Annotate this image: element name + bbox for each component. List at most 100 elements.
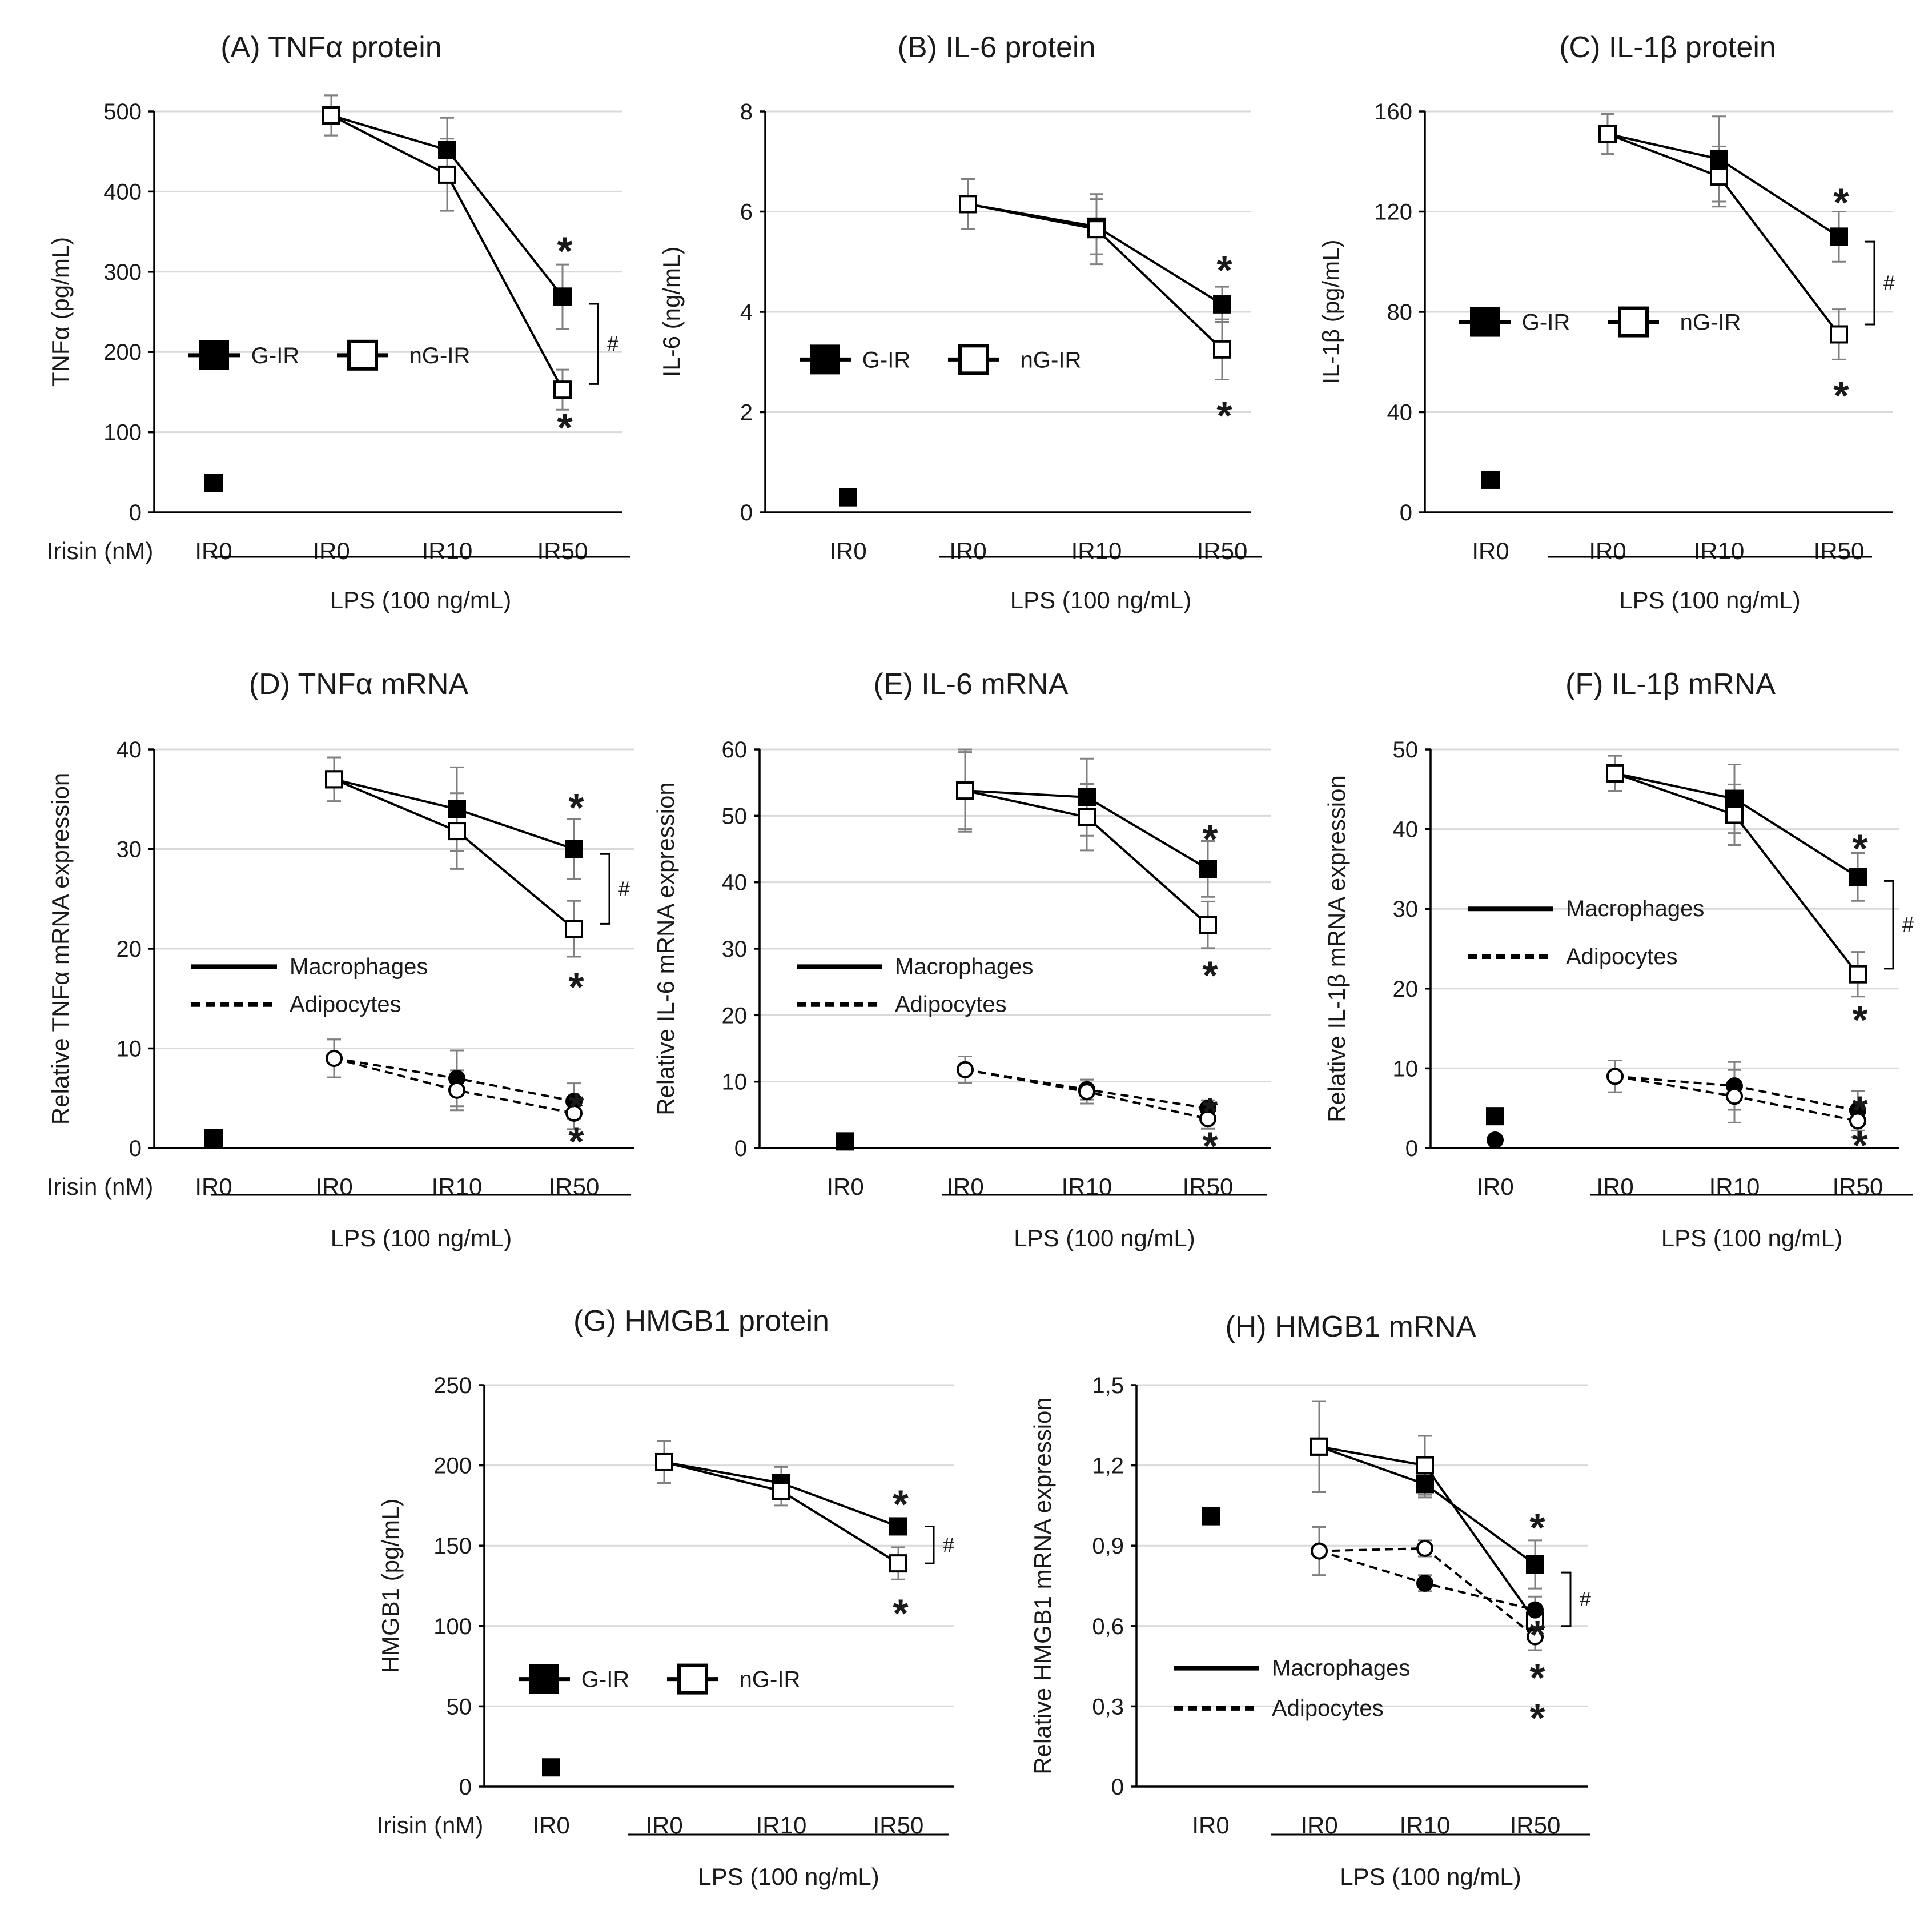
x-category-label: IR10 <box>1062 1173 1112 1200</box>
legend: Macrophages Adipocytes <box>1468 896 1704 969</box>
hash-bracket <box>1865 240 1875 326</box>
filled-square-marker <box>1470 307 1500 337</box>
open-circle-marker <box>448 1081 465 1099</box>
hash-label: # <box>607 332 618 355</box>
x-category-label: IR50 <box>549 1173 600 1200</box>
chart-title: (B) IL-6 protein <box>898 31 1096 64</box>
open-square-marker <box>322 106 340 125</box>
chart-title: (E) IL-6 mRNA <box>874 668 1069 701</box>
significance-star: * <box>1833 373 1849 418</box>
legend-label: nG-IR <box>740 1667 801 1692</box>
open-circle-marker <box>1849 1112 1866 1130</box>
y-tick-label: 0,3 <box>1092 1694 1124 1719</box>
significance-star: * <box>893 1591 909 1636</box>
filled-square-marker <box>542 1758 560 1777</box>
significance-star: * <box>1202 953 1218 998</box>
x-category-label: IR10 <box>1709 1173 1760 1200</box>
y-tick-label: 30 <box>117 837 142 862</box>
filled-square-marker <box>1481 470 1500 489</box>
x-category-label: IR10 <box>1071 537 1122 564</box>
open-circle-marker <box>957 1061 974 1078</box>
legend: G-IR nG-IR <box>519 1663 801 1695</box>
legend: Macrophages Adipocytes <box>1174 1656 1410 1721</box>
open-square-marker <box>958 344 989 375</box>
y-tick-label: 0 <box>734 1136 747 1161</box>
x-category-label: IR0 <box>1589 537 1626 564</box>
x-category-label: IR0 <box>826 1173 863 1200</box>
filled-square-marker <box>836 1132 854 1151</box>
y-tick-label: 10 <box>722 1070 748 1095</box>
significance-star: * <box>1852 1088 1868 1132</box>
lps-label: LPS (100 ng/mL) <box>1010 587 1192 613</box>
filled-square-marker <box>1486 1107 1504 1126</box>
legend-label: nG-IR <box>409 343 471 368</box>
lps-label: LPS (100 ng/mL) <box>1014 1225 1195 1251</box>
y-axis-label: TNFα (pg/mL) <box>47 237 74 387</box>
filled-circle-marker <box>448 1069 465 1087</box>
filled-circle-marker <box>1527 1601 1544 1619</box>
filled-square-marker <box>810 344 840 375</box>
y-tick-label: 200 <box>433 1454 472 1479</box>
legend-label: Adipocytes <box>1272 1696 1384 1721</box>
panel-D: (D) TNFα mRNA 0 10 20 30 40 Relative TNFα mRNA… <box>47 668 634 1251</box>
filled-square-marker <box>553 287 572 306</box>
lps-label: LPS (100 ng/mL) <box>1340 1863 1521 1890</box>
filled-square-marker <box>1526 1555 1544 1574</box>
open-circle-marker <box>1416 1539 1433 1557</box>
legend-label: G-IR <box>1522 310 1570 335</box>
filled-square-marker <box>1199 860 1217 878</box>
open-square-marker <box>1199 916 1217 934</box>
open-square-marker <box>448 822 466 841</box>
y-tick-label: 40 <box>1387 400 1413 426</box>
chart-title: (D) TNFα mRNA <box>249 668 469 701</box>
irisin-label: Irisin (nM) <box>47 537 154 564</box>
hash-label: # <box>1580 1587 1591 1611</box>
y-tick-label: 0 <box>129 500 142 525</box>
series-line <box>1614 772 1859 878</box>
y-tick-label: 20 <box>722 1003 748 1028</box>
open-square-marker <box>1849 965 1867 984</box>
significance-star: * <box>1833 180 1849 225</box>
panel-C: (C) IL-1β protein 0 40 80 120 160 IL-1β (pg/mL… <box>1318 31 1895 613</box>
y-tick-label: 40 <box>117 737 142 763</box>
panel-B: (B) IL-6 protein 0 2 4 6 8 IL-6 (ng/mL) IR0 IR0 I… <box>658 31 1262 613</box>
legend-label: Macrophages <box>1272 1656 1410 1681</box>
legend: Macrophages Adipocytes <box>191 954 428 1017</box>
hash-bracket <box>925 1525 935 1564</box>
legend-label: Macrophages <box>1566 896 1704 921</box>
open-square-marker <box>1710 167 1728 186</box>
significance-star: * <box>568 1119 584 1164</box>
open-square-marker <box>1598 125 1617 143</box>
significance-star: * <box>557 229 573 274</box>
lps-label: LPS (100 ng/mL) <box>698 1863 879 1890</box>
significance-star: * <box>1852 826 1868 871</box>
filled-square-marker <box>1849 868 1867 886</box>
y-tick-label: 80 <box>1387 300 1413 325</box>
series-line <box>334 1057 575 1114</box>
y-tick-label: 40 <box>722 870 748 896</box>
x-category-label: IR0 <box>532 1812 569 1839</box>
y-tick-label: 20 <box>1393 977 1419 1002</box>
hash-bracket <box>1884 880 1894 970</box>
y-tick-label: 160 <box>1374 99 1412 125</box>
y-tick-label: 0 <box>129 1136 142 1161</box>
y-tick-label: 60 <box>722 737 748 763</box>
y-tick-label: 100 <box>103 420 142 446</box>
legend-label: G-IR <box>251 343 299 368</box>
filled-square-marker <box>889 1517 907 1536</box>
legend-label: G-IR <box>862 347 910 372</box>
x-category-label: IR0 <box>1476 1173 1513 1200</box>
open-square-marker <box>1416 1456 1434 1475</box>
open-square-marker <box>438 165 456 184</box>
panel-G: (G) HMGB1 protein 0 50 100 150 200 250 HMGB1 (p… <box>377 1305 954 1890</box>
filled-square-marker <box>1710 150 1728 168</box>
significance-star: * <box>1852 998 1868 1042</box>
y-tick-label: 30 <box>1393 897 1419 922</box>
y-tick-label: 1,2 <box>1092 1454 1124 1479</box>
significance-star: * <box>568 965 584 1009</box>
open-circle-marker <box>565 1104 583 1122</box>
y-tick-label: 20 <box>117 937 142 962</box>
y-axis-label: Relative TNFα mRNA expression <box>47 773 74 1125</box>
filled-circle-marker <box>1416 1574 1433 1592</box>
